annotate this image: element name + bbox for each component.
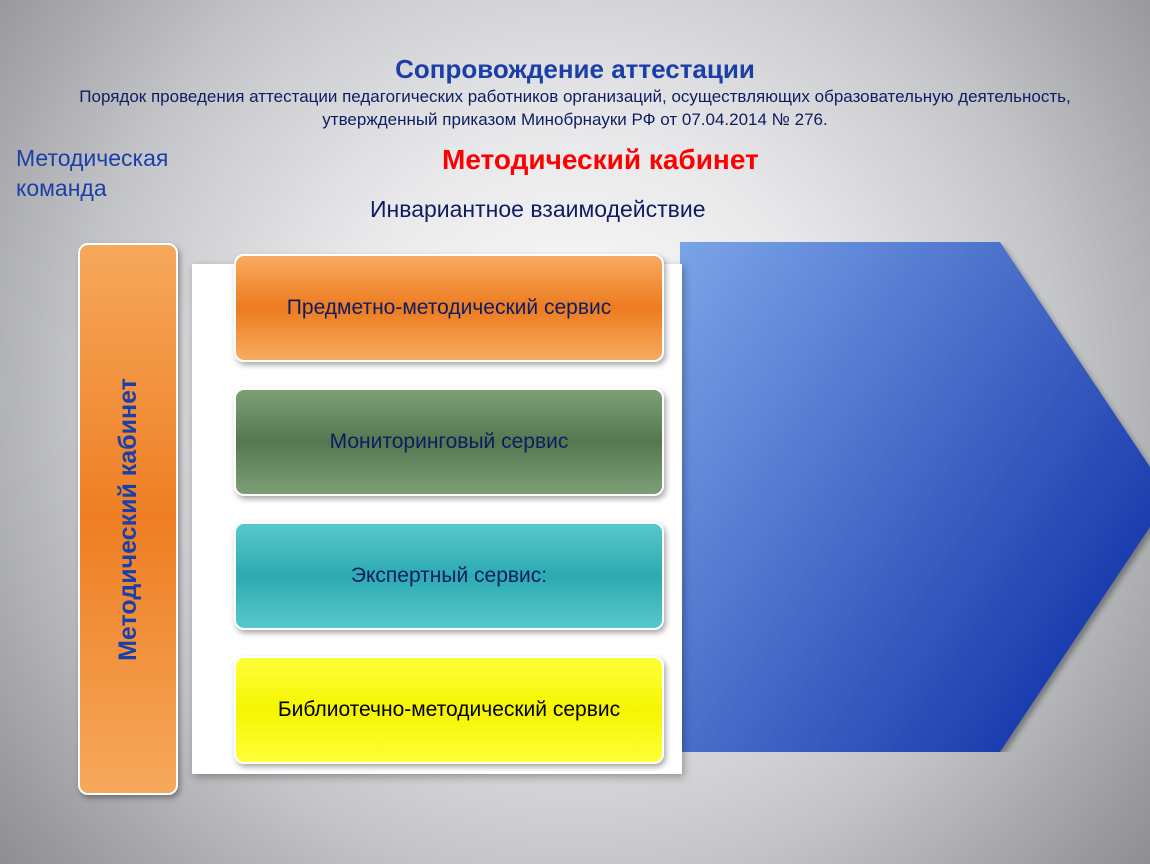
vertical-pill-label: Методический кабинет bbox=[114, 378, 143, 661]
service-box-2: Экспертный сервис: bbox=[234, 522, 664, 630]
flow-arrow bbox=[680, 242, 1150, 752]
service-box-3: Библиотечно-методический сервис bbox=[234, 656, 664, 764]
service-box-0: Предметно-методический сервис bbox=[234, 254, 664, 362]
service-label: Библиотечно-методический сервис bbox=[278, 698, 620, 722]
main-label: Методический кабинет bbox=[442, 144, 759, 176]
vertical-pill-methodical-cabinet: Методический кабинет bbox=[78, 243, 178, 795]
service-label: Экспертный сервис: bbox=[351, 564, 547, 588]
slide-subtitle: Порядок проведения аттестации педагогиче… bbox=[0, 86, 1150, 132]
service-label: Мониторинговый сервис bbox=[330, 430, 569, 454]
service-label: Предметно-методический сервис bbox=[287, 296, 611, 320]
slide-title: Сопровождение аттестации bbox=[0, 54, 1150, 85]
service-box-1: Мониторинговый сервис bbox=[234, 388, 664, 496]
left-label: Методическая команда bbox=[16, 144, 246, 204]
interaction-label: Инвариантное взаимодействие bbox=[370, 196, 706, 223]
